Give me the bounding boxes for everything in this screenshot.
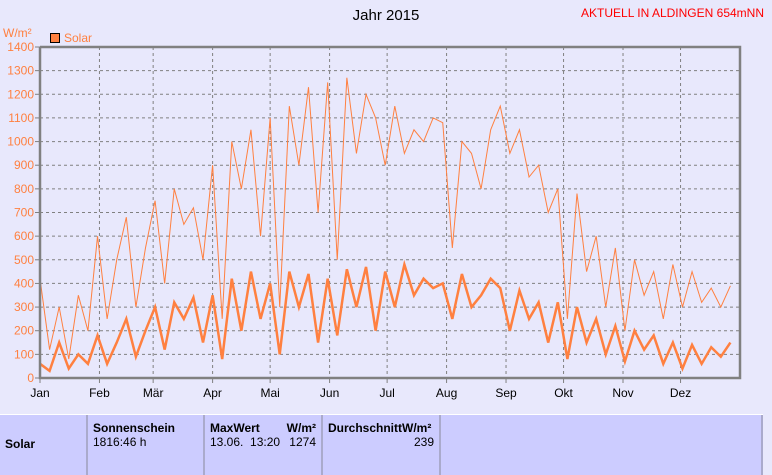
plot-frame (38, 45, 742, 380)
legend-label: Solar (64, 31, 92, 45)
y-tick-label: 800 (14, 182, 34, 196)
x-tick-label: Jun (320, 386, 339, 400)
y-tick-label: 200 (14, 324, 34, 338)
x-tick-label: Mär (143, 386, 164, 400)
y-tick-label: 400 (14, 276, 34, 290)
max-cell: MaxWert W/m² 13.06. 13:20 1274 (205, 415, 323, 475)
chart-title: Jahr 2015 (352, 7, 420, 24)
empty-cell (441, 415, 763, 475)
avg-value: 239 (413, 435, 434, 449)
y-tick-label: 1300 (7, 64, 34, 78)
station-label: AKTUELL IN ALDINGEN 654mNN (581, 6, 764, 20)
x-tick-label: Mai (260, 386, 279, 400)
max-value: 1274 (289, 435, 316, 449)
y-tick-label: 300 (14, 300, 34, 314)
avg-unit: W/m² (402, 421, 432, 435)
sunshine-cell: Sonnenschein 1816:46 h (88, 415, 205, 475)
y-tick-label: 100 (14, 347, 34, 361)
y-tick-label: 600 (14, 229, 34, 243)
x-tick-label: Jul (379, 386, 394, 400)
x-tick-label: Jan (30, 386, 49, 400)
y-axis-label: W/m² (3, 26, 32, 40)
y-tick-label: 900 (14, 158, 34, 172)
x-tick-label: Sep (495, 386, 517, 400)
max-label: MaxWert (210, 421, 260, 435)
x-tick-label: Nov (612, 386, 633, 400)
x-tick-label: Dez (670, 386, 691, 400)
solar-chart: 0 100 200 300 400 500 600 700 800 900 1000 1100 1200… (3, 26, 742, 400)
legend-swatch (50, 33, 60, 43)
x-tick-label: Okt (554, 386, 573, 400)
row-label: Solar (0, 415, 88, 475)
x-tick-label: Aug (436, 386, 457, 400)
y-tick-label: 1100 (8, 111, 34, 125)
y-tick-label: 500 (14, 253, 34, 267)
series-line-avg (39, 259, 732, 373)
y-tick-label: 0 (27, 371, 34, 385)
y-tick-label: 1200 (7, 87, 34, 101)
sunshine-label: Sonnenschein (93, 421, 176, 435)
x-tick-label: Feb (89, 386, 110, 400)
y-tick-label: 1000 (7, 135, 34, 149)
x-tick-label: Apr (203, 386, 222, 400)
sunshine-value: 1816:46 h (93, 435, 147, 449)
avg-label: Durchschnitt (328, 421, 403, 435)
series-line-max (39, 77, 731, 360)
y-tick-label: 700 (14, 206, 34, 220)
max-date: 13.06. 13:20 (210, 435, 281, 449)
max-unit: W/m² (286, 421, 316, 435)
summary-table: Solar Sonnenschein 1816:46 h MaxWert W/m²… (0, 414, 763, 475)
avg-cell: DurchschnittW/m² 239 (323, 415, 441, 475)
y-tick-label: 1400 (7, 40, 34, 54)
